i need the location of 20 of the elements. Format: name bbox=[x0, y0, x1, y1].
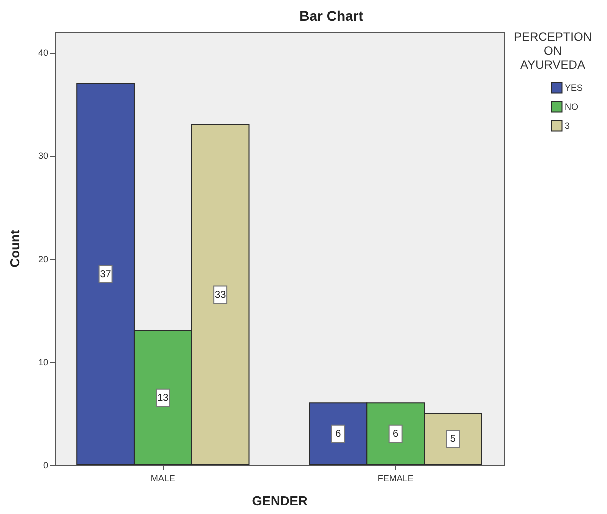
data-label: 33 bbox=[215, 290, 227, 301]
legend-label: YES bbox=[565, 83, 584, 93]
legend-title: PERCEPTION ON AYURVEDA bbox=[514, 30, 592, 72]
x-axis-title: GENDER bbox=[252, 494, 308, 508]
legend-label: NO bbox=[565, 102, 578, 112]
data-label: 6 bbox=[336, 429, 342, 440]
data-label: 6 bbox=[393, 429, 400, 440]
y-tick-label: 40 bbox=[38, 48, 48, 58]
legend-label: 3 bbox=[565, 121, 570, 131]
x-tick-label: FEMALE bbox=[378, 474, 414, 484]
chart-title: Bar Chart bbox=[300, 8, 364, 24]
y-tick-label: 30 bbox=[38, 151, 48, 162]
data-label: 5 bbox=[450, 434, 456, 446]
y-tick-label: 10 bbox=[38, 357, 48, 368]
data-label: 37 bbox=[100, 269, 112, 280]
y-axis-title: Count bbox=[7, 230, 22, 268]
y-tick-label: 0 bbox=[43, 460, 48, 470]
data-label: 13 bbox=[158, 392, 170, 404]
y-tick-label: 20 bbox=[38, 254, 48, 264]
x-tick-label: MALE bbox=[150, 474, 176, 484]
